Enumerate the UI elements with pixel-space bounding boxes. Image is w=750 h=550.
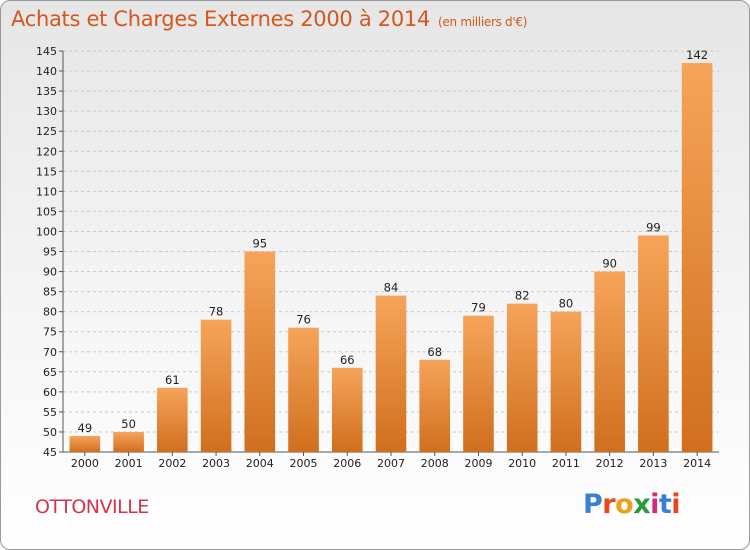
logo-letter: x [633, 489, 651, 520]
bar-value-label: 79 [471, 301, 486, 315]
bar-value-label: 76 [296, 313, 311, 327]
y-tick-label: 55 [43, 406, 57, 419]
y-axis-ticks: 45 50 55 60 65 70 75 80 85 90 95 100 105 110 115 120 125… [36, 45, 63, 459]
bar-value-label: 61 [165, 373, 180, 387]
y-tick-label: 125 [36, 125, 57, 138]
x-tick-label: 2011 [552, 457, 580, 470]
y-tick-label: 105 [36, 205, 57, 218]
bar-2002 [157, 387, 188, 452]
bar-2004 [244, 251, 276, 452]
logo-letter: P [583, 489, 603, 520]
bar-2013 [638, 235, 669, 452]
logo-letter: o [615, 489, 634, 520]
x-tick-label: 2006 [333, 457, 361, 470]
bars [69, 63, 713, 452]
unit-label: (en milliers d'€) [438, 15, 528, 29]
bar-2014 [681, 63, 713, 452]
x-tick-label: 2003 [202, 457, 230, 470]
bar-value-label: 142 [686, 48, 708, 62]
y-tick-label: 50 [43, 426, 57, 439]
y-tick-label: 100 [36, 225, 57, 238]
bar-2005 [288, 327, 319, 452]
x-tick-label: 2012 [596, 457, 624, 470]
x-tick-label: 2009 [464, 457, 492, 470]
bar-value-label: 66 [340, 353, 355, 367]
logo-letter: t [658, 489, 672, 520]
y-tick-label: 85 [43, 286, 57, 299]
bar-2007 [375, 295, 407, 452]
bar-value-label: 78 [209, 305, 224, 319]
bar-value-label: 68 [427, 345, 442, 359]
bar-2009 [463, 315, 494, 452]
y-tick-label: 145 [36, 45, 57, 58]
y-tick-label: 80 [43, 306, 57, 319]
bar-2000 [69, 435, 101, 452]
bar-value-label: 84 [384, 281, 399, 295]
bar-2010 [506, 303, 538, 452]
bar-2008 [419, 359, 451, 452]
x-tick-label: 2005 [290, 457, 318, 470]
proxiti-logo: Proxiti [583, 489, 681, 520]
bar-value-labels: 49 50 61 78 95 76 66 84 68 79 82 80 90 99 142 [78, 48, 709, 435]
bar-value-label: 50 [121, 417, 136, 431]
logo-letter: r [602, 489, 616, 520]
y-tick-label: 90 [43, 266, 57, 279]
chart-title: Achats et Charges Externes 2000 à 2014 (e… [11, 7, 527, 31]
x-tick-label: 2007 [377, 457, 405, 470]
bar-2006 [331, 367, 363, 452]
y-tick-label: 45 [43, 446, 57, 459]
x-axis-ticks: 2000 2001 2002 2003 2004 2005 2006 2007 2008 2009… [71, 452, 711, 470]
bar-2003 [200, 319, 232, 452]
y-tick-label: 130 [36, 105, 57, 118]
x-tick-label: 2010 [508, 457, 536, 470]
bar-value-label: 80 [559, 297, 574, 311]
x-tick-label: 2004 [246, 457, 274, 470]
x-tick-label: 2014 [683, 457, 711, 470]
bar-2001 [113, 431, 144, 452]
y-tick-label: 65 [43, 366, 57, 379]
x-tick-label: 2008 [421, 457, 449, 470]
logo-letter: i [650, 489, 659, 520]
y-tick-label: 70 [43, 346, 57, 359]
x-tick-label: 2000 [71, 457, 99, 470]
y-tick-label: 135 [36, 85, 57, 98]
bar-2011 [550, 311, 582, 452]
x-tick-label: 2013 [639, 457, 667, 470]
y-tick-label: 120 [36, 145, 57, 158]
y-tick-label: 115 [36, 165, 57, 178]
bar-value-label: 90 [602, 257, 617, 271]
title-text: Achats et Charges Externes 2000 à 2014 [11, 7, 431, 31]
bar-2012 [594, 271, 625, 452]
y-tick-label: 110 [36, 185, 57, 198]
y-tick-label: 75 [43, 326, 57, 339]
bar-value-label: 82 [515, 289, 530, 303]
y-tick-label: 140 [36, 65, 57, 78]
bar-value-label: 95 [252, 237, 267, 251]
bar-value-label: 99 [646, 220, 661, 234]
x-tick-label: 2002 [158, 457, 186, 470]
bar-value-label: 49 [78, 421, 93, 435]
x-tick-label: 2001 [115, 457, 143, 470]
y-tick-label: 95 [43, 246, 57, 259]
commune-name: OTTONVILLE [35, 496, 149, 518]
logo-letter: i [671, 489, 681, 520]
y-tick-label: 60 [43, 386, 57, 399]
